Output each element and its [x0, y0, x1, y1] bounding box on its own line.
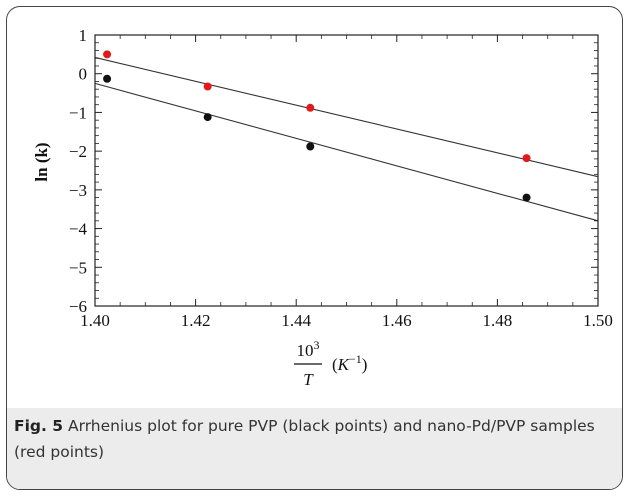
y-axis-label: ln (k): [32, 142, 51, 181]
svg-text:103: 103: [297, 338, 320, 360]
x-tick-label: 1.40: [80, 311, 110, 330]
caption-band: [7, 408, 622, 489]
y-tick-label: −3: [69, 181, 87, 200]
x-tick-label: 1.50: [583, 311, 613, 330]
data-point-0: [103, 50, 112, 59]
x-axis-label: 103 T (K−1): [294, 338, 367, 389]
caption-text: Arrhenius plot for pure PVP (black point…: [14, 417, 595, 461]
x-axis-label-unit-exp: −1: [349, 352, 362, 366]
y-tick-label: −2: [69, 142, 87, 161]
x-tick-label: 1.44: [281, 311, 311, 330]
x-axis-label-numerator: 10: [297, 341, 314, 360]
y-tick-label: −1: [69, 103, 87, 122]
x-axis-label-denominator: T: [303, 370, 314, 389]
data-point-1: [306, 142, 315, 151]
svg-text:(K−1): (K−1): [332, 352, 367, 374]
x-axis-label-exponent: 3: [314, 338, 320, 352]
figure-label: Fig. 5: [14, 417, 64, 435]
x-tick-label: 1.48: [483, 311, 513, 330]
x-axis-label-unit-var: K: [337, 355, 351, 374]
y-tick-label: −5: [69, 258, 87, 277]
x-axis-label-unit-open: (: [332, 355, 338, 374]
data-point-0: [306, 103, 315, 112]
data-point-0: [522, 154, 531, 163]
fit-line-1: [94, 82, 599, 222]
data-point-0: [203, 82, 212, 91]
x-axis-label-unit-close: ): [362, 355, 368, 374]
y-tick-label: 1: [79, 26, 88, 45]
figure-caption: Fig. 5 Arrhenius plot for pure PVP (blac…: [14, 413, 614, 465]
y-tick-label: −4: [69, 220, 88, 239]
data-point-1: [522, 193, 531, 202]
y-tick-label: 0: [79, 65, 88, 84]
data-point-1: [203, 113, 212, 122]
fit-line-0: [94, 56, 599, 178]
data-point-1: [103, 74, 112, 83]
x-tick-label: 1.46: [382, 311, 412, 330]
y-tick-label: −6: [69, 297, 87, 316]
x-tick-label: 1.42: [181, 311, 211, 330]
